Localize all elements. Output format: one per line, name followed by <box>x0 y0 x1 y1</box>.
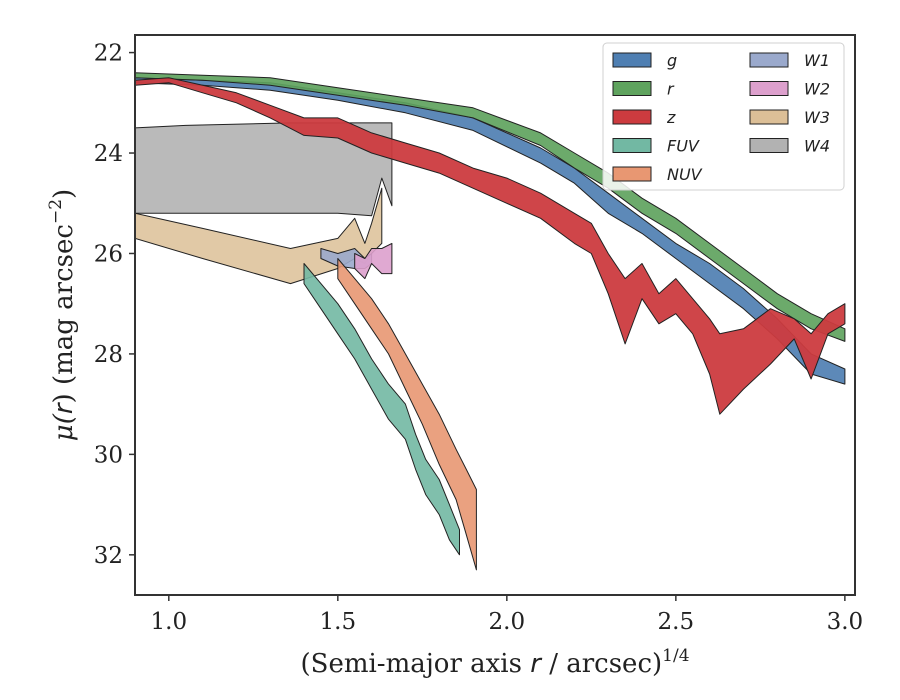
legend-swatch <box>749 81 789 96</box>
y-tick-label: 30 <box>94 442 123 468</box>
x-axis-label: (Semi-major axis r / arcsec)1/4 <box>300 646 689 679</box>
band-r <box>135 72 846 342</box>
legend-swatch <box>612 138 652 153</box>
y-tick-label: 26 <box>94 241 123 267</box>
legend-swatch <box>612 166 652 182</box>
y-tick-label: 24 <box>94 141 123 167</box>
plot-frame <box>134 34 856 596</box>
band-nuv <box>337 258 477 571</box>
x-tick-label: 2.5 <box>658 609 695 635</box>
profile-bands <box>135 72 846 571</box>
legend-label: W1 <box>804 51 830 70</box>
legend-label: FUV <box>667 137 700 156</box>
legend-swatch <box>612 81 652 96</box>
legend-swatch <box>749 109 789 125</box>
x-tick-label: 1.0 <box>151 609 188 635</box>
band-w3 <box>135 187 383 285</box>
y-tick-label: 32 <box>94 543 123 569</box>
band-z <box>135 77 846 415</box>
legend-swatch <box>749 52 789 68</box>
x-axis: 1.0 1.5 2.0 2.5 3.0 <box>151 595 864 635</box>
legend-swatch <box>612 109 652 125</box>
y-tick-label: 22 <box>94 41 123 67</box>
band-w2 <box>354 242 393 280</box>
y-axis-label: μ(r) (mag arcsec−2) <box>46 189 79 441</box>
legend-label: r <box>667 80 675 99</box>
legend-swatch <box>749 138 789 153</box>
legend-label: W3 <box>804 108 830 127</box>
legend-label: z <box>666 108 676 127</box>
legend-swatch <box>612 52 652 68</box>
legend-label: g <box>667 51 677 70</box>
legend-label: W2 <box>804 80 830 99</box>
x-tick-label: 1.5 <box>320 609 357 635</box>
band-g <box>135 77 846 385</box>
legend-label: NUV <box>667 165 703 184</box>
y-tick-label: 28 <box>94 342 123 368</box>
legend-box <box>602 42 845 191</box>
legend-label: W4 <box>804 137 830 156</box>
y-axis: 22 24 26 28 30 32 <box>94 41 135 569</box>
legend: grz FUV NUV W1 W2 W3 W4 <box>602 42 845 191</box>
band-fuv <box>303 263 460 556</box>
x-tick-label: 3.0 <box>827 609 864 635</box>
x-tick-label: 2.0 <box>489 609 526 635</box>
